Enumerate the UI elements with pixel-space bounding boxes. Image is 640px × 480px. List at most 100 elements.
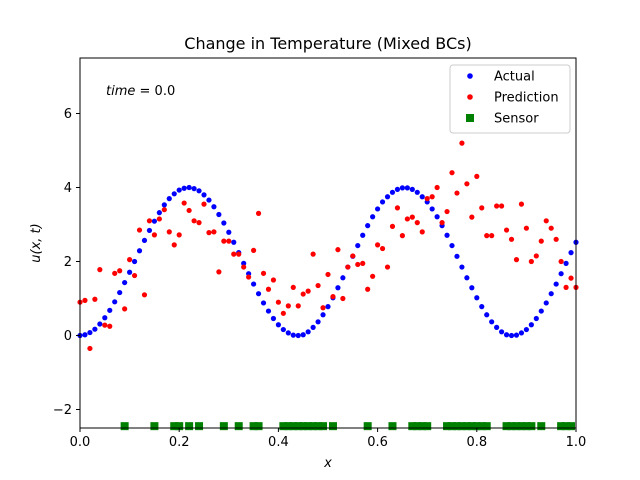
prediction-point bbox=[151, 232, 157, 238]
x-axis-ticks: 0.0 0.2 0.4 0.6 0.8 1.0 bbox=[70, 428, 587, 450]
actual-point bbox=[231, 239, 237, 245]
prediction-point bbox=[265, 286, 272, 292]
prediction-point bbox=[434, 184, 440, 191]
prediction-point bbox=[384, 264, 391, 270]
prediction-point bbox=[469, 214, 475, 220]
prediction-point bbox=[543, 218, 549, 224]
actual-point bbox=[146, 227, 153, 234]
sensor-point bbox=[413, 422, 422, 431]
prediction-point bbox=[424, 196, 430, 202]
prediction-point bbox=[320, 305, 326, 311]
prediction-point bbox=[315, 282, 321, 289]
prediction-point bbox=[260, 270, 267, 276]
prediction-point bbox=[136, 227, 143, 233]
sensor-point bbox=[448, 422, 456, 431]
prediction-point bbox=[429, 194, 435, 200]
actual-point bbox=[156, 210, 162, 216]
sensor-point bbox=[289, 422, 298, 431]
prediction-point bbox=[474, 173, 480, 179]
actual-point bbox=[335, 285, 341, 291]
prediction-point bbox=[414, 220, 420, 226]
prediction-point bbox=[464, 181, 470, 187]
actual-point bbox=[474, 295, 480, 301]
actual-point bbox=[523, 326, 530, 333]
prediction-point bbox=[191, 218, 197, 224]
actual-point bbox=[429, 206, 435, 212]
x-tick-label: 1.0 bbox=[566, 435, 587, 450]
prediction-point bbox=[290, 284, 296, 290]
prediction-point bbox=[131, 272, 138, 279]
series-sensor bbox=[120, 422, 576, 431]
legend-prediction-marker bbox=[467, 94, 473, 100]
prediction-point bbox=[370, 273, 376, 279]
prediction-point bbox=[196, 220, 202, 226]
actual-point bbox=[181, 185, 187, 191]
prediction-point bbox=[117, 268, 123, 274]
actual-point bbox=[275, 322, 281, 328]
sensor-point bbox=[319, 422, 328, 431]
sensor-point bbox=[467, 422, 476, 431]
actual-point bbox=[191, 186, 197, 192]
actual-point bbox=[394, 186, 401, 192]
chart-title: Change in Temperature (Mixed BCs) bbox=[184, 34, 471, 53]
actual-point bbox=[196, 188, 202, 194]
prediction-point bbox=[231, 251, 237, 257]
sensor-point bbox=[150, 422, 159, 431]
prediction-point bbox=[355, 261, 361, 268]
series-prediction bbox=[77, 140, 579, 352]
prediction-point bbox=[161, 207, 167, 213]
actual-point bbox=[375, 206, 381, 212]
sensor-point bbox=[299, 422, 308, 431]
actual-point bbox=[444, 232, 450, 238]
prediction-point bbox=[305, 288, 311, 294]
prediction-point bbox=[409, 214, 415, 220]
actual-point bbox=[241, 260, 247, 266]
actual-point bbox=[365, 223, 371, 229]
sensor-point bbox=[219, 422, 228, 431]
prediction-point bbox=[335, 247, 341, 253]
sensor-point bbox=[557, 422, 566, 431]
actual-point bbox=[305, 329, 311, 335]
actual-point bbox=[186, 184, 192, 191]
time-annotation-label: time bbox=[106, 84, 135, 99]
legend-actual-marker bbox=[467, 73, 473, 79]
prediction-point bbox=[365, 286, 371, 292]
prediction-point bbox=[489, 233, 495, 239]
sensor-point bbox=[328, 422, 337, 431]
actual-point bbox=[112, 299, 118, 305]
prediction-point bbox=[112, 270, 118, 276]
prediction-point bbox=[295, 303, 301, 309]
sensor-point bbox=[170, 422, 179, 431]
legend-sensor-marker bbox=[466, 114, 474, 122]
prediction-point bbox=[444, 208, 450, 215]
actual-point bbox=[414, 189, 420, 195]
legend-actual-label: Actual bbox=[494, 70, 535, 85]
sensor-point bbox=[254, 422, 263, 431]
y-tick-label: 2 bbox=[64, 255, 72, 270]
actual-point bbox=[409, 186, 415, 192]
y-axis-ticks: −2 0 2 4 6 bbox=[53, 107, 80, 418]
y-tick-label: 0 bbox=[64, 329, 72, 344]
prediction-point bbox=[186, 207, 192, 214]
actual-point bbox=[280, 326, 286, 333]
prediction-point bbox=[92, 296, 98, 302]
sensor-point bbox=[314, 422, 323, 431]
actual-point bbox=[484, 312, 490, 318]
prediction-point bbox=[171, 242, 177, 248]
sensor-point bbox=[502, 422, 511, 431]
prediction-point bbox=[538, 238, 544, 244]
sensor-point bbox=[477, 422, 486, 431]
prediction-point bbox=[255, 210, 262, 216]
prediction-point bbox=[181, 200, 187, 206]
y-tick-label: 4 bbox=[64, 181, 72, 196]
actual-point bbox=[201, 192, 207, 198]
legend-box bbox=[449, 64, 571, 134]
prediction-point bbox=[102, 322, 108, 328]
actual-point bbox=[568, 250, 574, 256]
actual-point bbox=[419, 194, 425, 200]
actual-point bbox=[97, 321, 103, 327]
sensor-point bbox=[388, 422, 397, 431]
sensor-point bbox=[294, 422, 303, 431]
sensor-point bbox=[567, 422, 576, 431]
